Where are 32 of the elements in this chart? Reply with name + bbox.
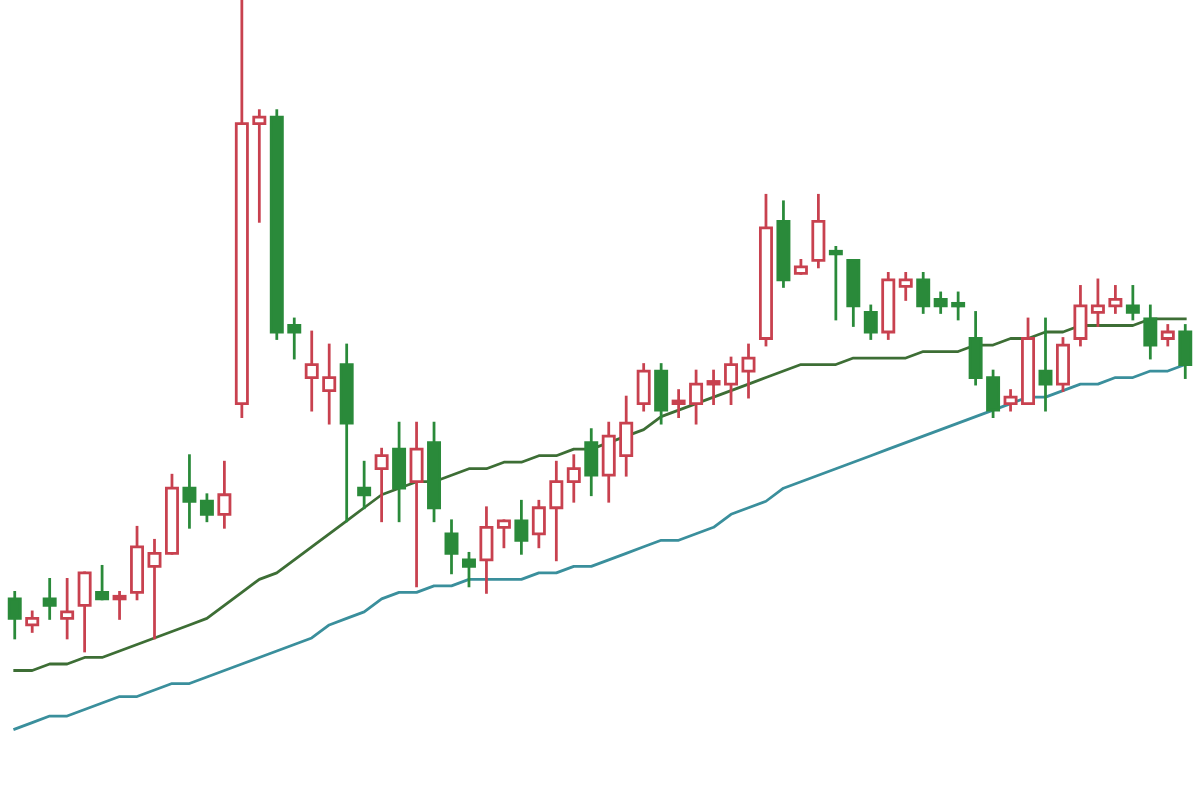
candlestick	[1160, 324, 1175, 347]
candlestick	[392, 421, 407, 523]
candlestick	[1125, 285, 1140, 321]
candlestick	[147, 538, 162, 640]
candlestick	[566, 454, 581, 503]
candlestick	[444, 519, 459, 575]
candlestick	[357, 460, 372, 510]
candlestick	[514, 499, 529, 555]
candlestick	[60, 577, 75, 640]
candlestick	[1178, 324, 1193, 379]
candlestick	[811, 193, 826, 269]
candlestick	[1038, 317, 1053, 412]
candlestick	[863, 304, 878, 340]
candlestick	[1143, 304, 1158, 360]
candlestick	[584, 428, 599, 497]
candlestick	[654, 363, 669, 425]
candlestick	[25, 610, 40, 633]
candlestick	[741, 343, 756, 399]
candlestick	[1073, 285, 1088, 347]
candlestick	[42, 577, 57, 620]
candlestick	[479, 506, 494, 594]
candlestick	[7, 591, 22, 640]
candlestick	[636, 363, 651, 412]
candlestick	[339, 343, 354, 523]
candlestick	[409, 421, 424, 588]
candlestick	[916, 272, 931, 314]
candlestick	[881, 272, 896, 340]
candlestick	[776, 200, 791, 288]
candlestick	[217, 460, 232, 529]
candlestick	[182, 454, 197, 529]
candlestick	[374, 447, 389, 523]
candlestick	[898, 272, 913, 301]
